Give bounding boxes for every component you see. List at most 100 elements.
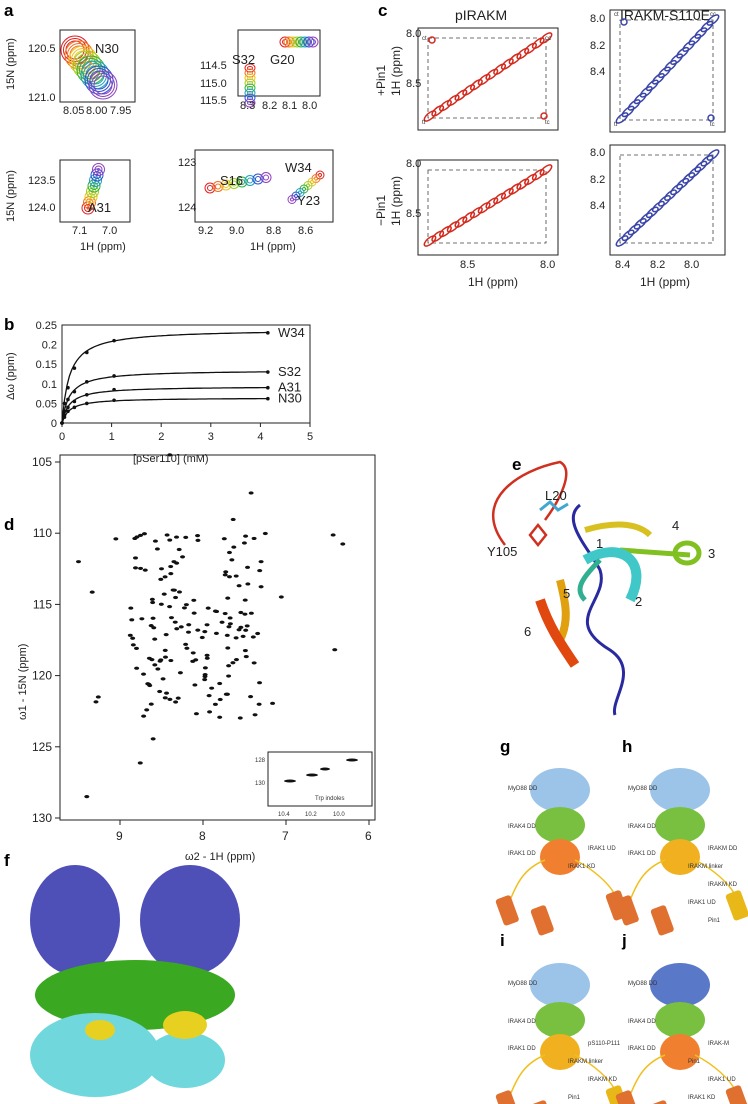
- a-ylabel-top: 15N (ppm): [5, 38, 17, 90]
- d-ytick-label: 120: [32, 669, 52, 683]
- d-peak: [162, 575, 168, 579]
- b-series-label-N30: N30: [278, 391, 302, 406]
- peak-contour: [255, 176, 261, 182]
- kinase-domain: [650, 905, 674, 936]
- c-diagonal-peak: [500, 58, 514, 70]
- kinase-domain: [725, 1085, 748, 1104]
- d-peak: [243, 534, 249, 538]
- d-peak: [213, 631, 219, 635]
- b-xtick-label: 4: [257, 431, 263, 443]
- peak-contour: [91, 73, 115, 97]
- panel-label-g: g: [500, 737, 510, 756]
- d-peak: [150, 600, 156, 605]
- d-peak: [226, 674, 232, 678]
- myd88-dd-shape: [530, 768, 590, 812]
- d-peak: [236, 584, 242, 588]
- d-peak: [191, 611, 197, 615]
- d-peak: [206, 694, 212, 698]
- b-data-point-N30: [72, 405, 77, 410]
- panel-a: N30 120.5 121.0 8.05 8.00 7.95 15N (ppm)…: [5, 29, 334, 253]
- peak-contour: [92, 163, 105, 176]
- a3-peaks: [81, 163, 105, 215]
- d-peak: [133, 566, 139, 570]
- b-series-line-A31: [61, 386, 268, 424]
- a4-xtick: 8.8: [266, 225, 281, 237]
- d-peak: [175, 696, 181, 700]
- c-col-title-s110e: IRAKM-S110E: [620, 7, 710, 23]
- c-diagonal-peak: [493, 192, 507, 205]
- d-peak: [113, 537, 119, 541]
- a3-label: A31: [88, 200, 111, 215]
- peak-contour: [252, 173, 264, 185]
- peak-contour: [290, 197, 294, 202]
- d-peak: [160, 677, 166, 681]
- e-helix-4: [584, 521, 653, 538]
- b-series-line-S32: [61, 371, 268, 424]
- schematic-label: Pin1: [568, 1095, 581, 1101]
- c-corner-cc: cc: [710, 12, 716, 18]
- c-cross-peak: [707, 114, 715, 122]
- c-xlabel: 1H (ppm): [468, 275, 518, 289]
- d-xtick-label: 7: [282, 829, 289, 843]
- d-peak: [205, 606, 211, 610]
- c-diagonal-peak: [446, 94, 460, 107]
- d-peak: [199, 635, 205, 640]
- kinase-domain: [615, 895, 639, 926]
- d-peak: [134, 666, 140, 670]
- d-peak: [332, 648, 338, 652]
- d-peak: [149, 597, 155, 601]
- b-ytick-label: 0.2: [42, 340, 57, 352]
- c-diagonal-peak: [694, 160, 708, 173]
- c-diagonal-peak: [423, 110, 437, 122]
- schematic-label: IRAKM linker: [568, 1059, 603, 1065]
- schematic-label: MyD88 DD: [628, 786, 658, 792]
- a4-label-s16: S16: [220, 173, 243, 188]
- myd88-dd-shape: [650, 768, 710, 812]
- d-peak: [183, 535, 189, 539]
- b-xlabel: [pSer110] (mM): [133, 453, 209, 465]
- peak-contour: [247, 101, 253, 105]
- d-peak: [150, 616, 156, 620]
- c-ytick: 8.4: [590, 200, 605, 212]
- d-peak: [202, 674, 208, 679]
- d-peak: [226, 550, 232, 555]
- c-diagonal-peak: [615, 112, 629, 124]
- d-inset-peak: [320, 767, 330, 771]
- d-ytick-label: 105: [32, 455, 52, 469]
- c-diagonal-peak: [670, 183, 684, 196]
- d-peak: [127, 633, 133, 637]
- c-corner-tc: tc: [545, 120, 550, 126]
- d-peak: [252, 713, 258, 717]
- irak1-dd-shape: [540, 839, 580, 875]
- e-label-6: 6: [524, 624, 531, 639]
- d-peak: [159, 567, 164, 571]
- c-row-label-plus: +Pin1: [374, 65, 388, 96]
- b-data-point-S32: [72, 389, 77, 394]
- peak-contour: [247, 177, 253, 184]
- d-peak: [142, 568, 148, 572]
- d-peak: [258, 560, 264, 564]
- d-peak: [138, 566, 144, 571]
- d-ytick-label: 125: [32, 740, 52, 754]
- b-ytick-label: 0.1: [42, 379, 57, 391]
- a4-xtick: 9.2: [198, 225, 213, 237]
- peak-contour: [263, 174, 269, 181]
- panel-d: 9 8 7 6 105 110 115 120 125 130 ω1 - 15N (ppm) ω2…: [17, 453, 376, 863]
- d-peak: [255, 631, 261, 636]
- c-xtick: 8.4: [615, 259, 630, 271]
- peak-contour: [80, 60, 110, 90]
- a-xlabel-left: 1H (ppm): [80, 241, 126, 253]
- a1-xtick: 8.05: [63, 105, 84, 117]
- c-col-title-pirakm: pIRAKM: [455, 7, 507, 23]
- schematics: MyD88 DD IRAK4 DD IRAK1 DD IRAK1 UD IRAK1 KD…: [495, 768, 748, 1104]
- b-data-point-N30: [85, 401, 89, 406]
- a4-ytick: 124: [178, 202, 196, 214]
- d-peak: [217, 697, 223, 702]
- d-peak: [233, 574, 239, 578]
- d-peak: [250, 635, 256, 639]
- panel-label-a: a: [4, 1, 14, 20]
- schematic-label: IRAKM KD: [708, 882, 738, 888]
- a1-peaks: [60, 35, 118, 100]
- d-peak: [152, 539, 158, 543]
- b-data-point-N30: [266, 396, 270, 401]
